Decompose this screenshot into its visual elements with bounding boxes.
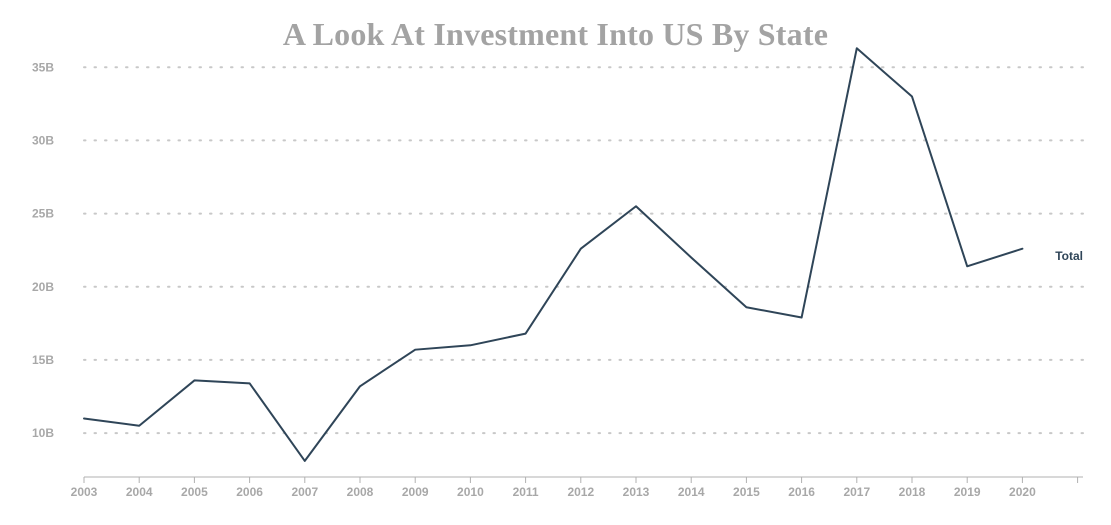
- x-tick-label: 2014: [678, 485, 705, 499]
- series-line-total: [83, 47, 1024, 462]
- x-tick-label: 2020: [1009, 485, 1036, 499]
- grid-lines: [83, 66, 1084, 435]
- x-tick-label: 2019: [954, 485, 981, 499]
- x-tick-label: 2015: [733, 485, 760, 499]
- x-tick-label: 2010: [457, 485, 484, 499]
- series-layer: Total: [83, 47, 1083, 462]
- y-tick-label: 20B: [32, 280, 54, 294]
- x-tick-label: 2006: [236, 485, 263, 499]
- x-tick-label: 2007: [291, 485, 318, 499]
- x-tick-label: 2005: [181, 485, 208, 499]
- x-tick-label: 2018: [899, 485, 926, 499]
- x-tick-label: 2012: [567, 485, 594, 499]
- x-tick-label: 2013: [623, 485, 650, 499]
- series-label-total: Total: [1055, 249, 1083, 263]
- y-tick-label: 35B: [32, 60, 54, 74]
- chart-title: A Look At Investment Into US By State: [282, 16, 829, 52]
- y-axis-ticks: 10B 15B 20B 25B 30B 35B: [32, 60, 54, 440]
- x-tick-label: 2004: [126, 485, 153, 499]
- x-tick-label: 2003: [71, 485, 98, 499]
- x-tick-label: 2009: [402, 485, 429, 499]
- y-tick-label: 10B: [32, 426, 54, 440]
- x-tick-label: 2008: [347, 485, 374, 499]
- x-axis-ticks: 2003 2004 2005 2006 2007 2008 2009 2010 2011 2012…: [71, 477, 1079, 499]
- y-tick-label: 30B: [32, 133, 54, 147]
- y-tick-label: 15B: [32, 353, 54, 367]
- x-tick-label: 2017: [843, 485, 870, 499]
- x-tick-label: 2011: [513, 485, 539, 499]
- x-tick-label: 2016: [788, 485, 815, 499]
- y-tick-label: 25B: [32, 207, 54, 221]
